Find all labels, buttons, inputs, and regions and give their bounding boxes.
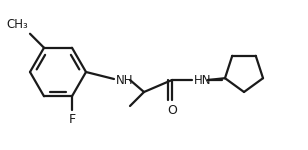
Text: NH: NH — [116, 74, 133, 87]
Text: O: O — [167, 104, 177, 117]
Text: F: F — [68, 113, 75, 126]
Text: HN: HN — [194, 74, 212, 87]
Text: CH₃: CH₃ — [6, 18, 28, 31]
